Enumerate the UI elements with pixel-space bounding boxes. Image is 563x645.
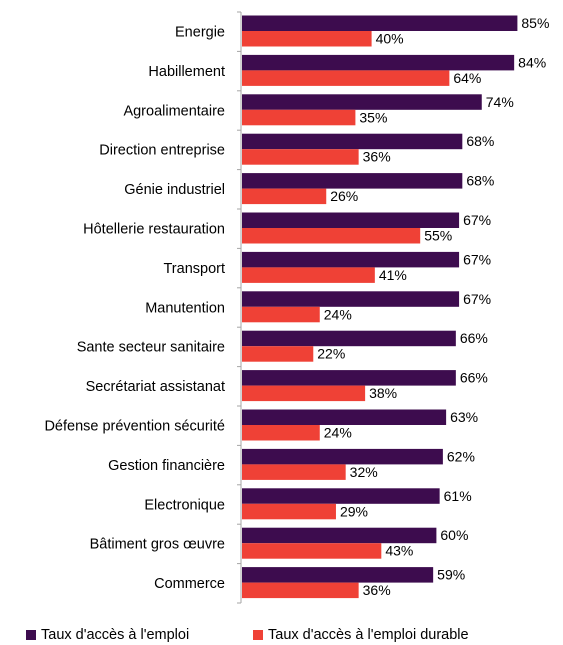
legend-label-emploi-durable: Taux d'accès à l'emploi durable — [268, 627, 469, 643]
bar-emploi-durable — [242, 70, 450, 86]
bar-emploi — [242, 54, 515, 71]
value-label-emploi: 61% — [444, 488, 472, 504]
category-label: Agroalimentaire — [123, 103, 225, 119]
bar-emploi-durable — [242, 228, 421, 244]
value-label-emploi: 68% — [466, 173, 494, 189]
value-label-emploi: 67% — [463, 251, 491, 267]
bar-emploi — [242, 527, 437, 544]
bar-emploi — [242, 409, 447, 425]
bar-emploi-durable — [242, 31, 372, 47]
bar-emploi — [242, 370, 456, 386]
value-label-emploi-durable: 22% — [317, 346, 345, 362]
bar-emploi-durable — [242, 543, 382, 559]
bar-emploi — [242, 251, 460, 268]
category-label: Electronique — [144, 497, 225, 513]
category-label: Habillement — [148, 64, 225, 80]
category-label: Direction entreprise — [99, 143, 225, 159]
category-label: Hôtellerie restauration — [83, 222, 225, 238]
value-label-emploi-durable: 43% — [385, 543, 413, 559]
bar-emploi — [242, 15, 518, 31]
value-label-emploi-durable: 29% — [340, 503, 368, 519]
bar-emploi-durable — [242, 464, 346, 480]
value-label-emploi: 66% — [460, 330, 488, 346]
value-label-emploi: 84% — [518, 54, 546, 70]
value-label-emploi: 67% — [463, 212, 491, 228]
bar-emploi — [242, 173, 463, 189]
category-label: Défense prévention sécurité — [44, 419, 225, 435]
category-label: Transport — [163, 261, 225, 277]
value-label-emploi-durable: 36% — [363, 149, 391, 165]
bar-emploi — [242, 94, 482, 110]
value-label-emploi-durable: 24% — [324, 306, 352, 322]
legend-swatch-emploi-durable — [253, 630, 263, 640]
legend-item-emploi-durable: Taux d'accès à l'emploi durable — [253, 627, 469, 643]
category-label: Commerce — [154, 576, 225, 592]
bar-emploi-durable — [242, 188, 327, 205]
bar-emploi-durable — [242, 385, 366, 402]
category-label: Sante secteur sanitaire — [77, 340, 225, 356]
bar-emploi — [242, 448, 443, 465]
bar-emploi — [242, 567, 434, 583]
value-label-emploi: 60% — [440, 527, 468, 543]
value-label-emploi-durable: 55% — [424, 227, 452, 243]
bar-emploi-durable — [242, 425, 320, 441]
bar-emploi-durable — [242, 149, 359, 165]
bar-chart: Energie 85% 40% Habillement 84% 64% Agroalimen… — [44, 11, 549, 604]
legend-swatch-emploi — [26, 630, 36, 640]
value-label-emploi: 59% — [437, 567, 465, 583]
bar-emploi — [242, 212, 460, 228]
category-label: Bâtiment gros œuvre — [90, 537, 225, 553]
bar-emploi — [242, 291, 460, 307]
bar-emploi-durable — [242, 109, 356, 126]
value-label-emploi-durable: 38% — [369, 385, 397, 401]
value-label-emploi-durable: 35% — [359, 109, 387, 125]
value-label-emploi: 68% — [466, 133, 494, 149]
value-label-emploi: 85% — [521, 15, 549, 31]
bar-emploi — [242, 330, 456, 347]
chart-legend: Taux d'accès à l'emploi Taux d'accès à l… — [0, 627, 563, 645]
value-label-emploi: 63% — [450, 409, 478, 425]
category-label: Manutention — [145, 300, 225, 316]
value-label-emploi-durable: 36% — [363, 582, 391, 598]
category-label: Energie — [175, 25, 225, 41]
category-label: Génie industriel — [124, 182, 225, 198]
value-label-emploi-durable: 41% — [379, 267, 407, 283]
value-label-emploi: 62% — [447, 448, 475, 464]
value-label-emploi-durable: 40% — [376, 30, 404, 46]
bar-emploi-durable — [242, 582, 359, 599]
value-label-emploi-durable: 64% — [453, 70, 481, 86]
bar-emploi-durable — [242, 267, 375, 283]
value-label-emploi: 74% — [486, 94, 514, 110]
legend-item-emploi: Taux d'accès à l'emploi — [26, 627, 189, 643]
value-label-emploi: 67% — [463, 291, 491, 307]
value-label-emploi-durable: 24% — [324, 424, 352, 440]
legend-label-emploi: Taux d'accès à l'emploi — [41, 627, 190, 643]
value-label-emploi-durable: 26% — [330, 188, 358, 204]
bar-emploi-durable — [242, 346, 314, 362]
category-label: Gestion financière — [108, 458, 225, 474]
bar-emploi-durable — [242, 306, 320, 323]
bar-emploi-durable — [242, 503, 336, 520]
value-label-emploi: 66% — [460, 370, 488, 386]
category-label: Secrétariat assistanat — [86, 379, 225, 395]
value-label-emploi-durable: 32% — [350, 464, 378, 480]
bar-emploi — [242, 488, 440, 504]
bar-emploi — [242, 133, 463, 150]
